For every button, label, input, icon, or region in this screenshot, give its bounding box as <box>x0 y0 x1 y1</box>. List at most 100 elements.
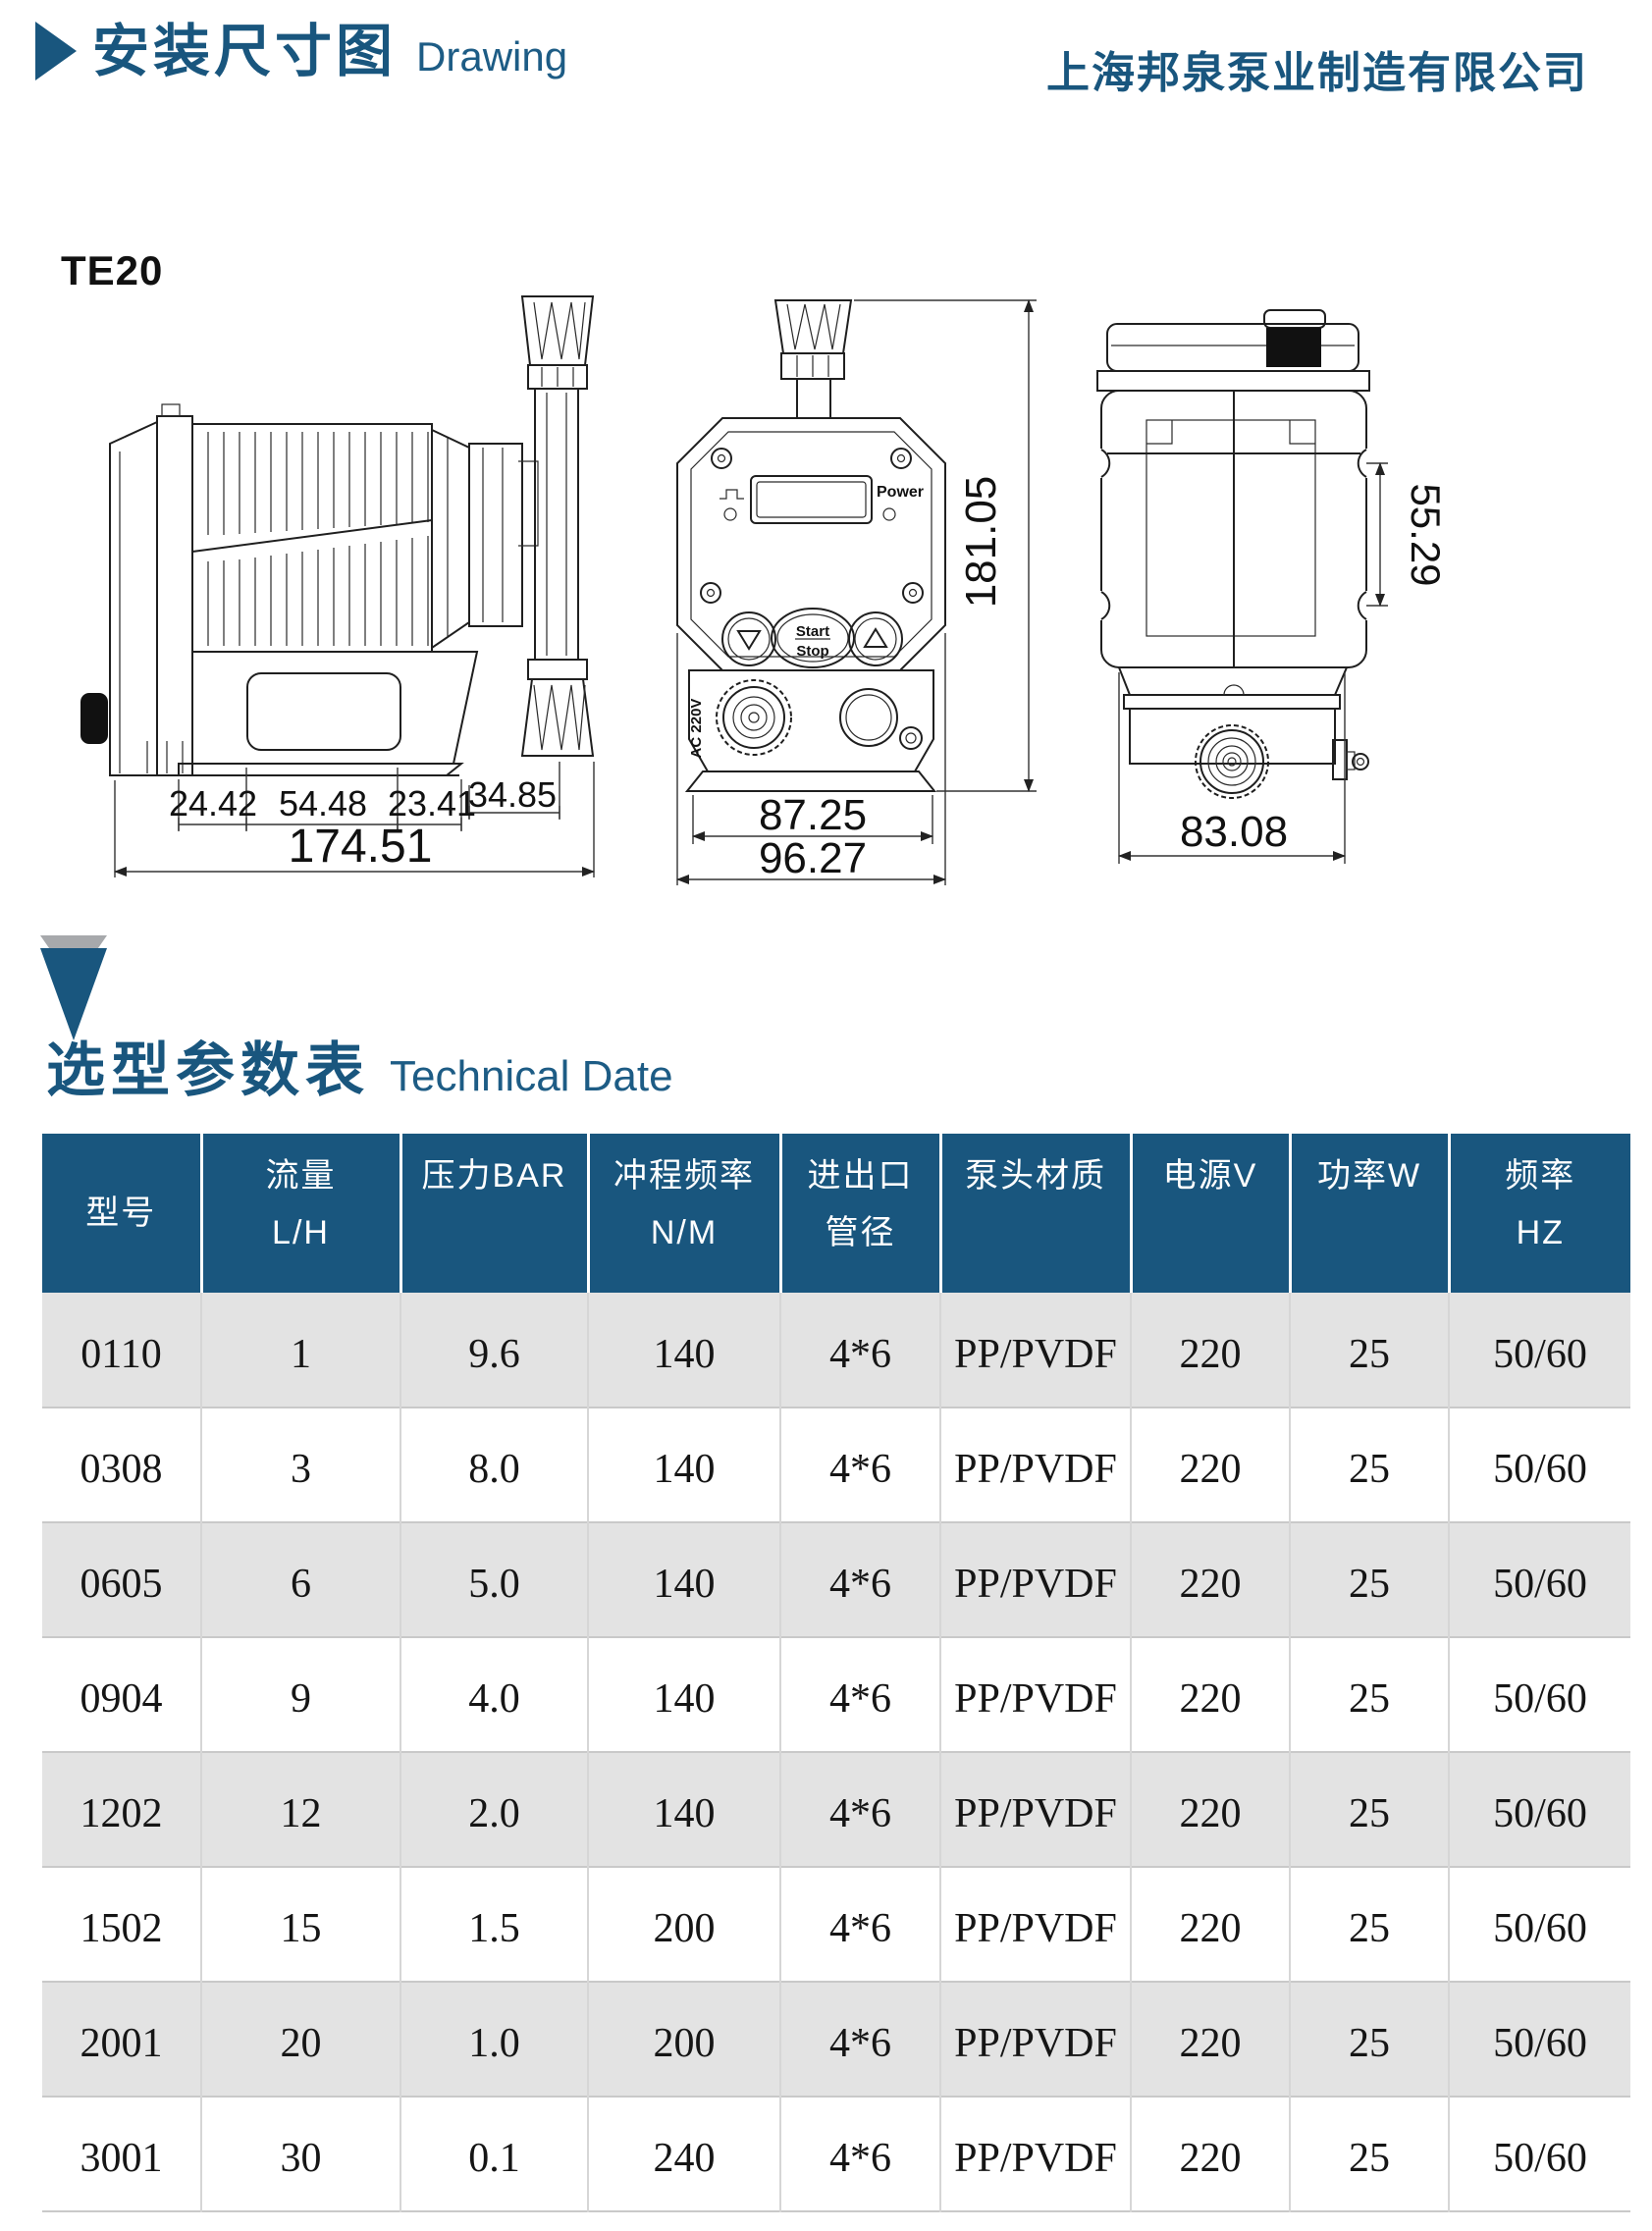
table-cell: 140 <box>587 1637 780 1752</box>
table-cell: 4*6 <box>779 1982 940 2097</box>
down-button <box>721 611 776 666</box>
page-title-en: Drawing <box>416 33 568 80</box>
table-cell: 15 <box>200 1867 400 1982</box>
dim-label-front-outer: 96.27 <box>759 834 867 882</box>
start-stop-button: Start Stop <box>771 608 855 668</box>
table-cell: 50/60 <box>1448 1293 1630 1408</box>
header-label: HZ <box>1516 1214 1565 1251</box>
table-cell: PP/PVDF <box>939 1867 1131 1982</box>
table-cell: 25 <box>1289 1982 1449 2097</box>
section-title: 选型参数表 Technical Date <box>46 1023 673 1108</box>
right-triangle-icon <box>35 22 77 80</box>
cell-model: 1202 <box>80 1791 163 1836</box>
column-header-flow: 流量 L/H <box>199 1134 400 1293</box>
up-arrow-icon <box>863 627 888 648</box>
column-header-voltage: 电源V <box>1129 1134 1290 1293</box>
table-row: 2001 20 1.0 200 4*6 PP/PVDF 220 25 50/60 <box>42 1982 1630 2097</box>
column-header-frequency: 频率 HZ <box>1447 1134 1630 1293</box>
spec-table: 型号 流量 L/H 压力BAR 冲程频率 N/M 进出口 管径 泵头材质 <box>42 1134 1630 2212</box>
table-cell: 2.0 <box>400 1752 588 1867</box>
table-cell: 220 <box>1130 1408 1290 1522</box>
front-view-drawing: Power Start Stop <box>676 299 946 792</box>
pulse-led <box>723 507 737 521</box>
table-cell: PP/PVDF <box>939 1522 1131 1637</box>
table-cell: 25 <box>1289 1293 1449 1408</box>
header-label: 流量 <box>265 1157 337 1195</box>
table-cell: 25 <box>1289 1752 1449 1867</box>
power-label: Power <box>877 484 924 501</box>
down-arrow-icon <box>736 630 762 651</box>
table-cell: 50/60 <box>1448 1408 1630 1522</box>
table-cell: 30 <box>200 2097 400 2211</box>
table-cell: 4*6 <box>779 1752 940 1867</box>
table-cell: 8.0 <box>400 1408 588 1522</box>
table-cell: 140 <box>587 1752 780 1867</box>
table-cell: 0.1 <box>400 2097 588 2211</box>
table-cell: 50/60 <box>1448 2097 1630 2211</box>
cell-model: 0904 <box>80 1676 163 1722</box>
table-cell: 220 <box>1130 1982 1290 2097</box>
table-cell: 20 <box>200 1982 400 2097</box>
table-cell: 200 <box>587 1867 780 1982</box>
dim-label-top-width: 83.08 <box>1180 808 1288 856</box>
header-label: 电源V <box>1162 1157 1258 1195</box>
table-cell: 4*6 <box>779 1522 940 1637</box>
dim-label-front-height: 181.05 <box>957 476 1005 609</box>
header-label: 泵头材质 <box>965 1157 1106 1195</box>
stop-label: Stop <box>796 643 828 660</box>
down-triangle-icon <box>40 948 107 1040</box>
table-cell: PP/PVDF <box>939 1408 1131 1522</box>
header-label: 冲程频率 <box>613 1157 755 1195</box>
table-cell: 4*6 <box>779 2097 940 2211</box>
table-header-row: 型号 流量 L/H 压力BAR 冲程频率 N/M 进出口 管径 泵头材质 <box>42 1134 1630 1293</box>
dim-label-side-d: 34.85 <box>468 774 557 815</box>
table-cell: 1.5 <box>400 1867 588 1982</box>
table-cell: 25 <box>1289 1867 1449 1982</box>
cell-model: 1502 <box>80 1906 163 1951</box>
table-cell: 25 <box>1289 2097 1449 2211</box>
pump-head-knob <box>1195 724 1269 799</box>
column-header-port-size: 进出口 管径 <box>778 1134 940 1293</box>
table-cell: PP/PVDF <box>939 1293 1131 1408</box>
table-cell: 140 <box>587 1293 780 1408</box>
power-led <box>882 507 896 521</box>
top-view-drawing <box>1095 309 1372 799</box>
port-circle <box>839 688 898 747</box>
nameplate <box>246 672 401 751</box>
small-port-circle <box>899 726 923 750</box>
table-cell: 3 <box>200 1408 400 1522</box>
table-cell: PP/PVDF <box>939 1982 1131 2097</box>
table-row: 1502 15 1.5 200 4*6 PP/PVDF 220 25 50/60 <box>42 1867 1630 1982</box>
table-cell: 220 <box>1130 1867 1290 1982</box>
table-cell: 50/60 <box>1448 1867 1630 1982</box>
table-cell: 1 <box>200 1293 400 1408</box>
table-row: 3001 30 0.1 240 4*6 PP/PVDF 220 25 50/60 <box>42 2097 1630 2211</box>
header-label: 频率 <box>1505 1157 1576 1195</box>
pulse-icon <box>719 489 744 500</box>
up-button <box>848 611 903 666</box>
table-cell: 25 <box>1289 1637 1449 1752</box>
cell-model: 3001 <box>80 2136 163 2181</box>
table-cell: 9 <box>200 1637 400 1752</box>
dimension-drawings: 24.42 54.48 23.41 34.85 174.51 <box>80 295 1449 885</box>
section-title-en: Technical Date <box>390 1052 673 1100</box>
table-cell: 200 <box>587 1982 780 2097</box>
cable-grommet <box>80 693 108 744</box>
table-cell: 220 <box>1130 2097 1290 2211</box>
table-cell: 50/60 <box>1448 1752 1630 1867</box>
side-view-drawing <box>80 295 595 776</box>
header-label: 压力BAR <box>421 1157 567 1195</box>
table-cell: 4*6 <box>779 1408 940 1522</box>
header-label: N/M <box>650 1214 719 1251</box>
dim-label-front-inner: 87.25 <box>759 791 867 839</box>
table-cell: 25 <box>1289 1408 1449 1522</box>
column-header-power: 功率W <box>1288 1134 1449 1293</box>
cell-model: 2001 <box>80 2021 163 2066</box>
header-label: 进出口 <box>807 1157 914 1195</box>
table-cell: PP/PVDF <box>939 2097 1131 2211</box>
table-cell: 50/60 <box>1448 1522 1630 1637</box>
section-title-cn: 选型参数表 <box>46 1037 370 1103</box>
page-title: 安装尺寸图 <box>92 20 398 83</box>
table-cell: 220 <box>1130 1637 1290 1752</box>
top-view-dimensions: 55.29 83.08 <box>1118 462 1449 864</box>
